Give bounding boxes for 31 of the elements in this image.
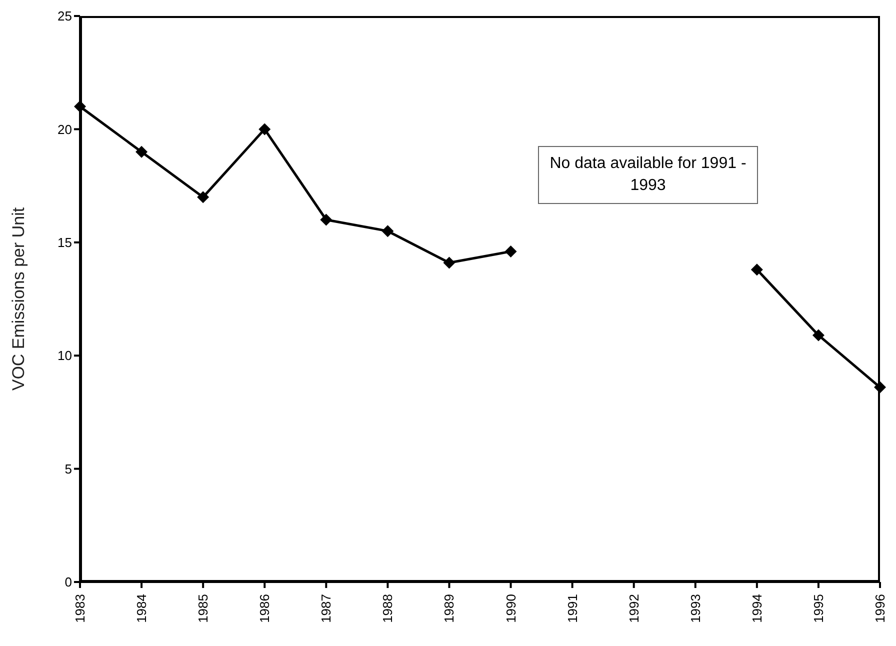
- x-tick-label: 1994: [749, 594, 764, 623]
- x-tick-label: 1984: [134, 594, 150, 623]
- point: [136, 146, 148, 158]
- point: [197, 191, 210, 204]
- x-tick-label: 1985: [196, 594, 211, 623]
- point: [750, 264, 763, 276]
- point: [258, 123, 271, 136]
- point: [812, 329, 824, 342]
- x-tick-label: 1996: [872, 594, 888, 623]
- x-tick-label: 1995: [810, 594, 826, 623]
- x-tick-label: 1991: [564, 594, 580, 623]
- point: [504, 245, 517, 258]
- x-tick-label: 1983: [72, 594, 88, 623]
- x-tick-label: 1992: [626, 594, 642, 623]
- point: [320, 214, 332, 226]
- y-tick-label: 15: [58, 235, 72, 250]
- x-tick-label: 1993: [688, 594, 703, 623]
- x-tick-label: 1986: [257, 594, 272, 623]
- x-tick-label: 1988: [380, 594, 396, 623]
- point: [443, 256, 456, 269]
- point: [382, 225, 394, 238]
- y-tick-label: 0: [64, 574, 72, 590]
- y-tick-label: 5: [64, 461, 72, 476]
- y-tick-label: 25: [58, 8, 72, 24]
- x-tick-label: 1990: [503, 594, 518, 623]
- y-tick-label: 10: [58, 348, 72, 364]
- x-tick-label: 1987: [318, 594, 334, 623]
- y-axis-title: VOC Emissions per Unit: [9, 207, 28, 391]
- y-tick-label: 20: [58, 122, 72, 137]
- annotation: No data available for 1991 - 1993: [538, 146, 758, 204]
- x-tick-label: 1989: [442, 594, 457, 623]
